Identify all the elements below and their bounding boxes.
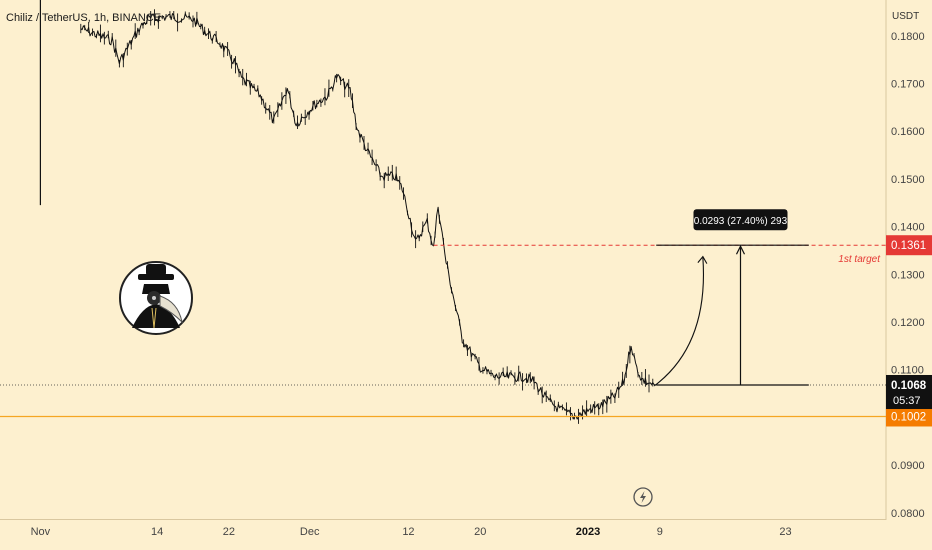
price-tick-label: 0.1800: [891, 31, 925, 43]
time-tick-label: 20: [474, 526, 486, 538]
time-axis[interactable]: Nov 14 22 Dec 12 20 2023 9 23: [31, 526, 792, 538]
symbol-title: Chiliz / TetherUS, 1h, BINANCE: [6, 12, 162, 24]
projection-arrow-head: [735, 244, 746, 255]
time-tick-label: 22: [223, 526, 235, 538]
time-tick-label: 23: [779, 526, 791, 538]
price-tick-label: 0.1500: [891, 174, 925, 186]
target-caption: 1st target: [838, 254, 881, 265]
target-price-badge: [886, 235, 932, 256]
measure-badge: [693, 209, 788, 231]
time-tick-label: 12: [402, 526, 414, 538]
price-tick-label: 0.1100: [891, 365, 924, 377]
support-price-label: 0.1002: [891, 411, 926, 423]
price-tick-label: 0.0800: [891, 508, 925, 520]
target-price-label: 0.1361: [891, 240, 926, 252]
price-tick-label: 0.1700: [891, 78, 925, 90]
price-series: [39, 0, 656, 424]
price-tick-label: 0.1200: [891, 317, 925, 329]
price-tick-label: 0.1300: [891, 269, 925, 281]
price-axis[interactable]: 0.1800 0.1700 0.1600 0.1500 0.1400 0.1300 0.12…: [891, 31, 925, 520]
time-tick-label: 9: [657, 526, 663, 538]
price-unit-label: USDT: [892, 11, 920, 22]
price-tick-label: 0.1400: [891, 222, 925, 234]
current-price-label: 0.1068: [891, 380, 927, 392]
time-tick-label: Dec: [300, 526, 320, 538]
support-price-badge: [886, 406, 932, 427]
candle-countdown: 05:37: [893, 395, 921, 407]
level-lines: 0.1002 0.1068 05:37 0.1361 1st target 0.0293 …: [0, 209, 932, 427]
time-tick-label: 2023: [576, 526, 600, 538]
lightning-bolt-icon[interactable]: [633, 487, 653, 507]
time-tick-label: 14: [151, 526, 163, 538]
plague-doctor-avatar: [119, 261, 193, 335]
current-price-badge: [886, 374, 932, 409]
time-tick-label: Nov: [31, 526, 51, 538]
projection-curve-arrow-head: [697, 255, 708, 264]
measure-label: 0.0293 (27.40%) 293: [694, 216, 788, 227]
projection-curve-arrow: [653, 257, 704, 387]
price-tick-label: 0.1600: [891, 126, 925, 138]
price-line: [80, 13, 656, 420]
price-tick-label: 0.0900: [891, 460, 925, 472]
